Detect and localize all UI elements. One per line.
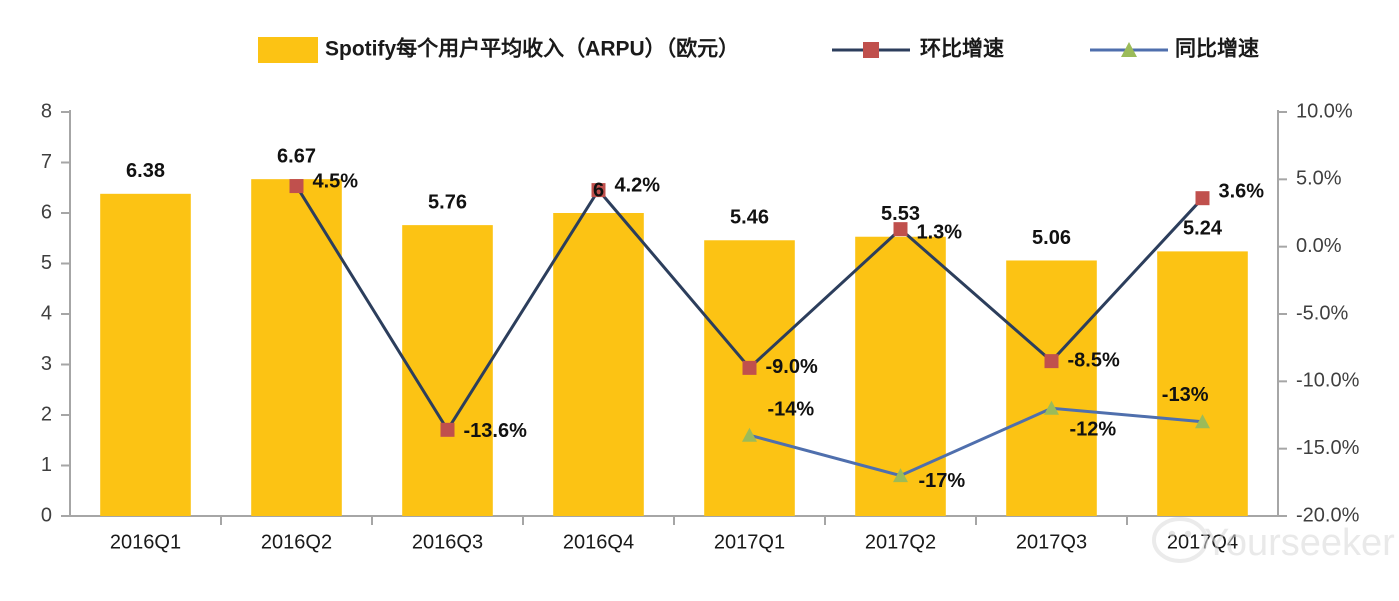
left-axis-tick-label: 6 [41, 201, 52, 223]
left-axis-tick-label: 2 [41, 403, 52, 425]
category-label: 2016Q3 [412, 531, 483, 553]
category-label: 2016Q4 [563, 531, 634, 553]
bar-value-label: 5.76 [428, 191, 467, 213]
bar-value-label: 5.53 [881, 203, 920, 225]
qoq-marker [1044, 354, 1059, 369]
left-axis-tick-label: 4 [41, 302, 52, 324]
qoq-value-label: 3.6% [1219, 180, 1265, 202]
legend-label-1: 环比增速 [920, 37, 1004, 61]
category-label: 2016Q1 [110, 531, 181, 553]
bar-value-label: 5.06 [1032, 227, 1071, 249]
bar-value-label: 6.38 [126, 160, 165, 182]
qoq-marker [440, 422, 455, 437]
left-axis-tick-label: 0 [41, 504, 52, 526]
right-axis-tick-label: -15.0% [1296, 437, 1360, 459]
category-label: 2017Q2 [865, 531, 936, 553]
right-axis-tick-label: -20.0% [1296, 504, 1360, 526]
line-series [289, 179, 1210, 483]
bar-series [100, 179, 1248, 517]
qoq-value-label: 4.2% [615, 174, 661, 196]
watermark-group: Yourseeker [1152, 517, 1395, 564]
qoq-marker [591, 183, 606, 198]
qoq-marker [1195, 191, 1210, 206]
bar [704, 240, 795, 516]
qoq-value-label: 1.3% [917, 221, 963, 243]
bar [553, 213, 644, 516]
bar [402, 225, 493, 516]
qoq-value-label: 4.5% [313, 170, 359, 192]
wechat-icon [1152, 517, 1208, 563]
left-axis-tick-label: 8 [41, 100, 52, 122]
legend-swatch-bar [258, 37, 318, 63]
yoy-value-label: -12% [1070, 419, 1117, 441]
bar [100, 193, 191, 516]
legend-label-2: 同比增速 [1175, 37, 1259, 61]
right-axis-tick-label: -10.0% [1296, 370, 1360, 392]
yoy-marker [1044, 400, 1059, 415]
left-axis-tick-label: 3 [41, 353, 52, 375]
right-axis-tick-label: 0.0% [1296, 235, 1342, 257]
bar-value-label: 6.67 [277, 145, 316, 167]
qoq-value-label: -9.0% [766, 356, 818, 378]
left-axis-tick-label: 1 [41, 454, 52, 476]
yoy-value-label: -13% [1162, 384, 1209, 406]
bar [1006, 260, 1097, 516]
wechat-icon-eye [1168, 530, 1176, 538]
category-label: 2017Q1 [714, 531, 785, 553]
left-axis-tick-label: 5 [41, 252, 52, 274]
yoy-marker [742, 427, 757, 442]
yoy-line [749, 406, 1203, 478]
watermark: Yourseeker [1152, 517, 1395, 564]
data-labels: 6.38 6.67 5.76 6 5.46 5.53 5.06 5.24 4.5% -13.6% 4… [126, 145, 1264, 491]
left-axis-tick-label: 7 [41, 151, 52, 173]
qoq-marker [893, 222, 908, 237]
legend-label-0: Spotify每个用户平均收入（ARPU）（欧元） [325, 37, 739, 61]
bar-value-label: 5.46 [730, 207, 769, 229]
wechat-icon-eye [1184, 530, 1192, 538]
bar [251, 179, 342, 517]
right-axis-tick-label: -5.0% [1296, 302, 1348, 324]
qoq-value-label: -8.5% [1068, 349, 1120, 371]
bar [1157, 251, 1248, 516]
qoq-marker [289, 179, 304, 194]
qoq-value-label: -13.6% [464, 420, 528, 442]
category-label: 2017Q4 [1167, 531, 1238, 553]
legend-marker-triangle [1121, 42, 1137, 57]
right-axis-tick-label: 10.0% [1296, 100, 1353, 122]
chart-legend: Spotify每个用户平均收入（ARPU）（欧元） 环比增速 同比增速 [258, 37, 1259, 63]
yoy-value-label: -17% [919, 470, 966, 492]
bar-value-label: 6 [593, 179, 604, 201]
category-label: 2016Q2 [261, 531, 332, 553]
yoy-marker [1195, 414, 1210, 429]
legend-marker-square [863, 42, 879, 58]
bar-value-label: 5.24 [1183, 218, 1223, 240]
yoy-marker [893, 468, 908, 483]
category-axis-labels: 2016Q1 2016Q2 2016Q3 2016Q4 2017Q1 2017Q2 2017… [110, 531, 1238, 553]
watermark-label: Yourseeker [1204, 522, 1395, 564]
qoq-marker [742, 360, 757, 375]
category-label: 2017Q3 [1016, 531, 1087, 553]
right-axis-tick-label: 5.0% [1296, 168, 1342, 190]
yoy-value-label: -14% [768, 398, 815, 420]
